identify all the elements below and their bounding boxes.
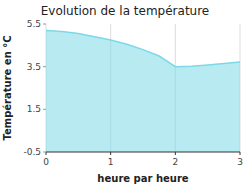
tick xyxy=(175,152,176,155)
tick-label: 3.5 xyxy=(27,62,41,72)
y-axis-label: Température en °C xyxy=(2,35,13,140)
tick-label: 2 xyxy=(172,157,178,167)
y-axis: -0.5 1.5 3.5 5.5 xyxy=(23,19,46,157)
tick-label: 5.5 xyxy=(27,19,41,29)
x-axis: 0 1 2 3 xyxy=(43,152,243,167)
tick-label: 3 xyxy=(237,157,243,167)
area xyxy=(46,30,240,152)
tick-label: -0.5 xyxy=(23,147,41,157)
tick xyxy=(43,66,46,67)
title: Evolution de la température xyxy=(41,4,210,18)
tick xyxy=(43,109,46,110)
tick xyxy=(240,152,241,155)
tick xyxy=(43,24,46,25)
axis-line xyxy=(46,152,240,153)
chart: 0 1 2 3 -0.5 1.5 3.5 5.5 heure par heure Températ… xyxy=(0,0,250,188)
grid xyxy=(46,24,240,152)
tick-label: 1.5 xyxy=(27,104,41,114)
tick xyxy=(110,152,111,155)
tick-label: 1 xyxy=(108,157,114,167)
plot-area xyxy=(46,30,240,152)
line xyxy=(46,30,240,66)
tick xyxy=(43,152,46,153)
tick-label: 0 xyxy=(43,157,49,167)
x-axis-label: heure par heure xyxy=(97,173,188,184)
